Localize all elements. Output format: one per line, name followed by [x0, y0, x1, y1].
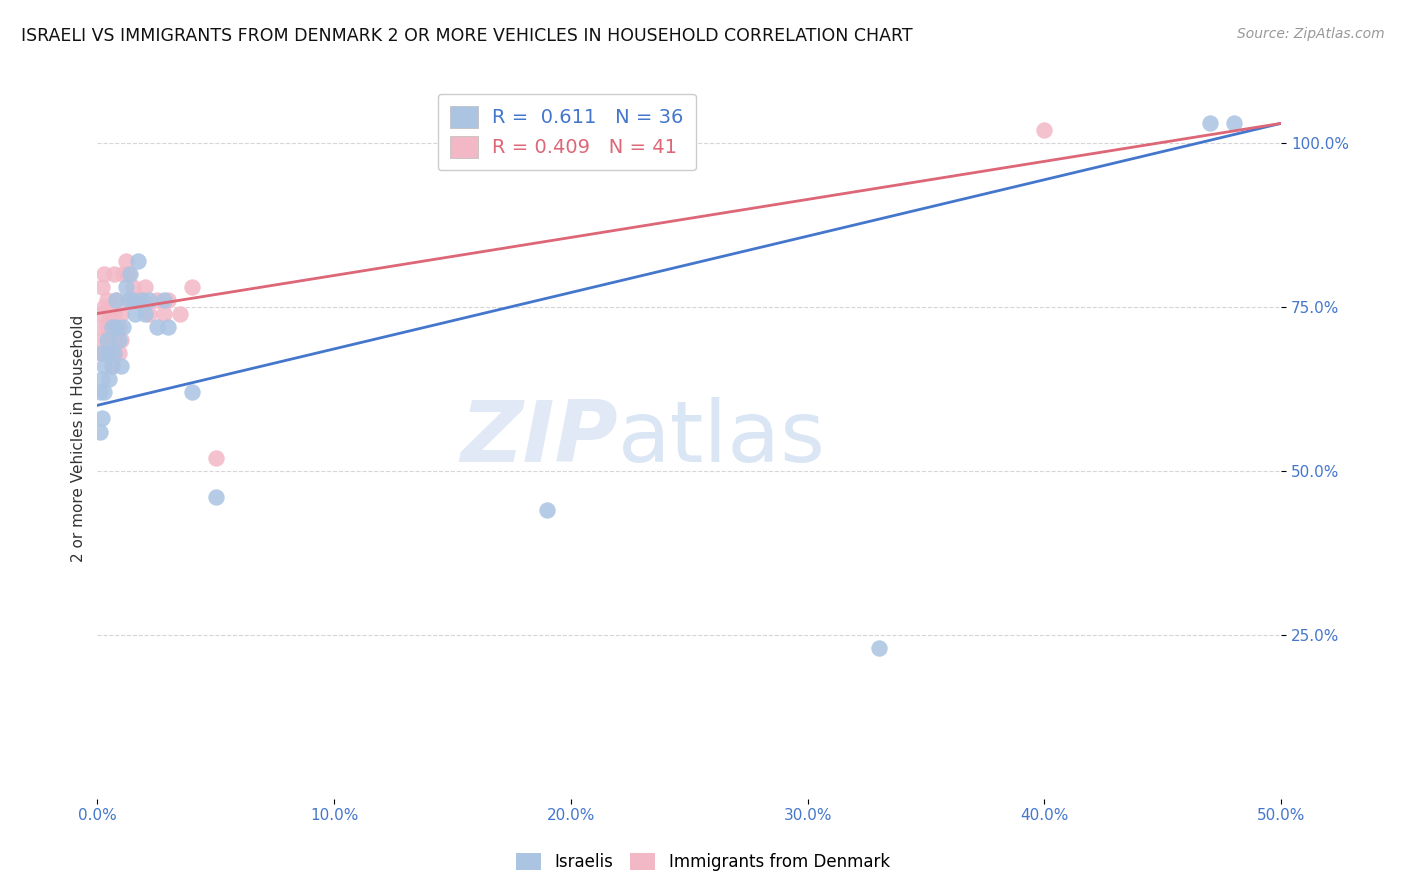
Point [91, 411, 114, 425]
Point [110, 359, 132, 373]
Point [98, 346, 121, 360]
Point [100, 359, 122, 373]
Point [138, 306, 160, 320]
Point [181, 385, 204, 400]
Point [204, 450, 226, 465]
Text: ZIP: ZIP [461, 397, 619, 480]
Point [96, 333, 118, 347]
Point [103, 306, 125, 320]
Point [103, 346, 125, 360]
Text: Source: ZipAtlas.com: Source: ZipAtlas.com [1237, 27, 1385, 41]
Point [152, 293, 174, 308]
Point [536, 116, 558, 130]
Point [107, 319, 129, 334]
Point [129, 293, 152, 308]
Point [100, 319, 122, 334]
Point [91, 280, 114, 294]
Point [134, 306, 156, 320]
Point [536, 503, 558, 517]
Point [121, 280, 143, 294]
Point [127, 293, 149, 308]
Point [89, 346, 111, 360]
Point [117, 293, 139, 308]
Point [110, 306, 132, 320]
Point [152, 306, 174, 320]
Point [91, 372, 114, 386]
Point [93, 359, 115, 373]
Point [117, 267, 139, 281]
Point [89, 425, 111, 439]
Point [93, 300, 115, 314]
Point [114, 280, 136, 294]
Point [93, 267, 115, 281]
Point [105, 319, 128, 334]
Point [124, 306, 146, 320]
Point [1222, 116, 1244, 130]
Point [114, 254, 136, 268]
Point [110, 333, 132, 347]
Point [93, 385, 115, 400]
Point [98, 306, 121, 320]
Point [91, 346, 114, 360]
Point [96, 319, 118, 334]
Point [105, 293, 128, 308]
Point [89, 319, 111, 334]
Text: atlas: atlas [619, 397, 827, 480]
Point [1199, 116, 1222, 130]
Point [120, 267, 142, 281]
Point [91, 333, 114, 347]
Point [112, 267, 135, 281]
Point [100, 319, 122, 334]
Point [98, 333, 121, 347]
Point [91, 306, 114, 320]
Point [103, 267, 125, 281]
Point [127, 254, 149, 268]
Point [112, 319, 135, 334]
Point [105, 333, 128, 347]
Point [103, 346, 125, 360]
Point [107, 346, 129, 360]
Point [204, 490, 226, 504]
Text: ISRAELI VS IMMIGRANTS FROM DENMARK 2 OR MORE VEHICLES IN HOUSEHOLD CORRELATION C: ISRAELI VS IMMIGRANTS FROM DENMARK 2 OR … [21, 27, 912, 45]
Point [100, 359, 122, 373]
Point [131, 293, 153, 308]
Point [105, 293, 128, 308]
Point [157, 319, 180, 334]
Point [138, 293, 160, 308]
Point [1033, 123, 1056, 137]
Point [98, 372, 121, 386]
Point [89, 385, 111, 400]
Point [124, 293, 146, 308]
Legend: Israelis, Immigrants from Denmark: Israelis, Immigrants from Denmark [508, 845, 898, 880]
Point [96, 293, 118, 308]
Point [181, 280, 204, 294]
Point [145, 319, 167, 334]
Point [134, 280, 156, 294]
Point [121, 293, 143, 308]
Point [93, 346, 115, 360]
Point [157, 293, 180, 308]
Legend: R =  0.611   N = 36, R = 0.409   N = 41: R = 0.611 N = 36, R = 0.409 N = 41 [437, 94, 696, 170]
Point [169, 306, 191, 320]
Y-axis label: 2 or more Vehicles in Household: 2 or more Vehicles in Household [72, 315, 86, 562]
Point [868, 640, 890, 655]
Point [107, 333, 129, 347]
Point [120, 293, 142, 308]
Point [145, 293, 167, 308]
